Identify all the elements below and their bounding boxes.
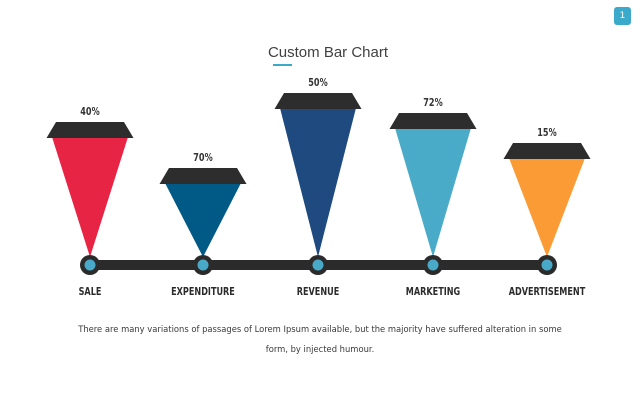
bar-cap-expenditure [159,168,247,184]
bar-sale [52,137,128,257]
bar-cap-sale [46,122,134,138]
bar-cap-revenue [274,93,362,109]
value-label-advertisement: 15% [537,127,556,139]
bar-cap-marketing [389,113,477,129]
value-label-revenue: 50% [308,77,327,89]
axis-node-inner-sale [84,259,96,271]
bar-cap-advertisement [503,143,591,159]
bar-revenue [280,108,356,257]
category-label-expenditure: EXPENDITURE [171,286,235,298]
axis-node-inner-revenue [312,259,324,271]
axis-node-inner-marketing [427,259,439,271]
value-label-sale: 40% [80,106,99,118]
axis-node-inner-advertisement [541,259,553,271]
slide-number-badge: 1 [614,7,631,25]
category-label-sale: SALE [79,286,102,298]
bar-marketing [395,128,471,257]
category-label-advertisement: ADVERTISEMENT [509,286,586,298]
bar-advertisement [509,158,585,257]
axis-node-inner-expenditure [197,259,209,271]
bar-expenditure [165,183,241,257]
title-underline [273,64,292,66]
value-label-marketing: 72% [423,97,442,109]
caption-text: There are many variations of passages of… [78,324,562,354]
value-label-expenditure: 70% [193,152,212,164]
category-label-revenue: REVENUE [297,286,339,298]
chart-title: Custom Bar Chart [267,44,389,61]
category-label-marketing: MARKETING [406,286,460,298]
